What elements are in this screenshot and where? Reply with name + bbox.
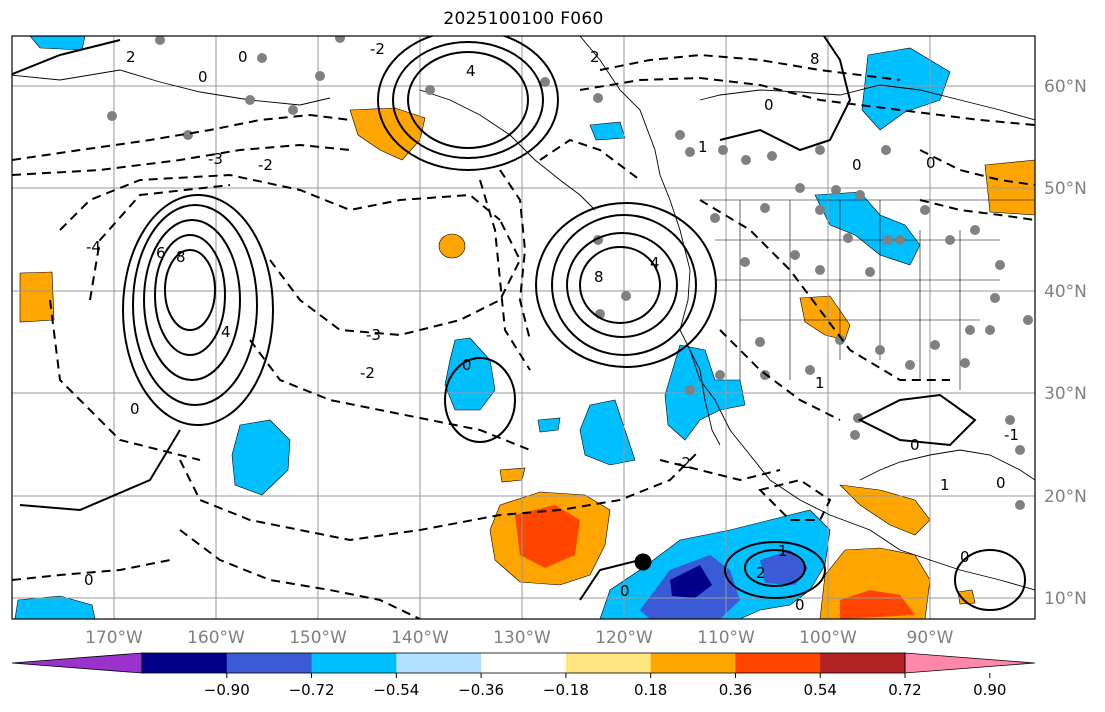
lon-label: 90°W bbox=[907, 628, 954, 648]
contour-label: 4 bbox=[466, 62, 476, 80]
contour-label: 0 bbox=[795, 596, 805, 614]
lon-label: 160°W bbox=[187, 628, 245, 648]
latitude-axis: 60°N 50°N 40°N 30°N 20°N 10°N bbox=[1044, 77, 1087, 609]
colorbar-tick-label: 0.72 bbox=[888, 681, 921, 699]
anomaly-shading bbox=[14, 36, 1035, 619]
positive-contours bbox=[12, 36, 1026, 611]
colorbar-tick-label: 0.54 bbox=[804, 681, 837, 699]
contour-label: 1 bbox=[778, 542, 788, 560]
lon-label: 120°W bbox=[595, 628, 653, 648]
contour-label: 0 bbox=[130, 400, 140, 418]
colorbar-segment bbox=[311, 653, 397, 673]
lat-label: 50°N bbox=[1044, 179, 1087, 199]
contour-label: 0 bbox=[84, 571, 94, 589]
map-title: 2025100100 F060 bbox=[443, 9, 604, 29]
lon-label: 110°W bbox=[697, 628, 755, 648]
longitude-axis: 170°W 160°W 150°W 140°W 130°W 120°W 110°… bbox=[85, 628, 954, 648]
contour-labels: 0 4 2 8 6 8 4 0 -3 -2 -3 -2 -4 0 8 4 1 0… bbox=[84, 40, 1019, 614]
contour-label: 4 bbox=[221, 323, 231, 341]
lat-label: 10°N bbox=[1044, 589, 1087, 609]
negative-contours bbox=[12, 53, 1035, 619]
contour-label: 0 bbox=[996, 474, 1006, 492]
colorbar-tick-label: −0.54 bbox=[373, 681, 419, 699]
contour-label: -3 bbox=[208, 150, 223, 168]
colorbar-extend-high bbox=[904, 652, 1036, 674]
lon-label: 150°W bbox=[289, 628, 347, 648]
contour-label: -1 bbox=[1004, 426, 1019, 444]
colorbar-segment bbox=[565, 653, 652, 673]
contour-label: 0 bbox=[910, 436, 920, 454]
colorbar bbox=[11, 652, 1036, 678]
contour-label: 1 bbox=[940, 476, 950, 494]
colorbar-ticks: −0.90 −0.72 −0.54 −0.36 −0.18 0.18 0.36 0.54 0.7… bbox=[204, 681, 1007, 699]
lat-label: 30°N bbox=[1044, 384, 1087, 404]
colorbar-extend-low bbox=[11, 652, 143, 674]
map-frame bbox=[11, 35, 1036, 620]
colorbar-segment bbox=[820, 653, 906, 673]
colorbar-segment bbox=[735, 653, 821, 673]
lon-label: 130°W bbox=[493, 628, 551, 648]
lat-label: 40°N bbox=[1044, 282, 1087, 302]
lon-label: 140°W bbox=[391, 628, 449, 648]
lat-label: 20°N bbox=[1044, 487, 1087, 507]
contour-label: 4 bbox=[650, 254, 660, 272]
contour-label: 8 bbox=[176, 248, 186, 266]
colorbar-segment bbox=[226, 653, 313, 673]
colorbar-segment bbox=[396, 653, 482, 673]
contour-label: 2 bbox=[756, 564, 766, 582]
contour-label: -2 bbox=[370, 40, 385, 58]
colorbar-tick-label: 0.90 bbox=[973, 681, 1006, 699]
contour-label: 1 bbox=[698, 138, 708, 156]
lat-label: 60°N bbox=[1044, 77, 1087, 97]
contour-label: 6 bbox=[156, 244, 166, 262]
contour-label: 0 bbox=[960, 548, 970, 566]
contour-label: -2 bbox=[676, 454, 691, 472]
contour-label: 0 bbox=[462, 356, 472, 374]
contour-label: 0 bbox=[238, 48, 248, 66]
colorbar-tick-label: −0.36 bbox=[458, 681, 504, 699]
colorbar-tick-label: 0.18 bbox=[634, 681, 667, 699]
contour-label: 0 bbox=[852, 156, 862, 174]
contour-label: 2 bbox=[590, 48, 600, 66]
colorbar-segment bbox=[650, 653, 736, 673]
contour-label: 8 bbox=[810, 50, 820, 68]
contour-label: 0 bbox=[764, 96, 774, 114]
lon-label: 170°W bbox=[85, 628, 143, 648]
contour-label: 8 bbox=[594, 268, 604, 286]
contour-label: -3 bbox=[366, 326, 381, 344]
colorbar-outline bbox=[141, 652, 906, 674]
colorbar-tick-label: 0.36 bbox=[719, 681, 752, 699]
colorbar-tick-label: −0.18 bbox=[543, 681, 589, 699]
station-dots bbox=[107, 36, 1033, 510]
contour-label: 0 bbox=[620, 582, 630, 600]
colorbar-tick-label: −0.90 bbox=[204, 681, 250, 699]
contour-label: -2 bbox=[360, 364, 375, 382]
graticule bbox=[12, 36, 1035, 619]
state-borders bbox=[700, 199, 1035, 390]
contour-label: 1 bbox=[815, 374, 825, 392]
coastlines bbox=[12, 36, 1035, 591]
colorbar-segment bbox=[481, 653, 567, 673]
colorbar-segment bbox=[142, 653, 228, 673]
contour-label: -2 bbox=[258, 156, 273, 174]
marker-dot bbox=[634, 553, 652, 571]
contour-label: 0 bbox=[926, 154, 936, 172]
colorbar-tick-label: −0.72 bbox=[289, 681, 335, 699]
contour-label: 0 bbox=[198, 68, 208, 86]
contour-label: 2 bbox=[126, 48, 136, 66]
contour-label: -4 bbox=[86, 238, 101, 256]
lon-label: 100°W bbox=[799, 628, 857, 648]
